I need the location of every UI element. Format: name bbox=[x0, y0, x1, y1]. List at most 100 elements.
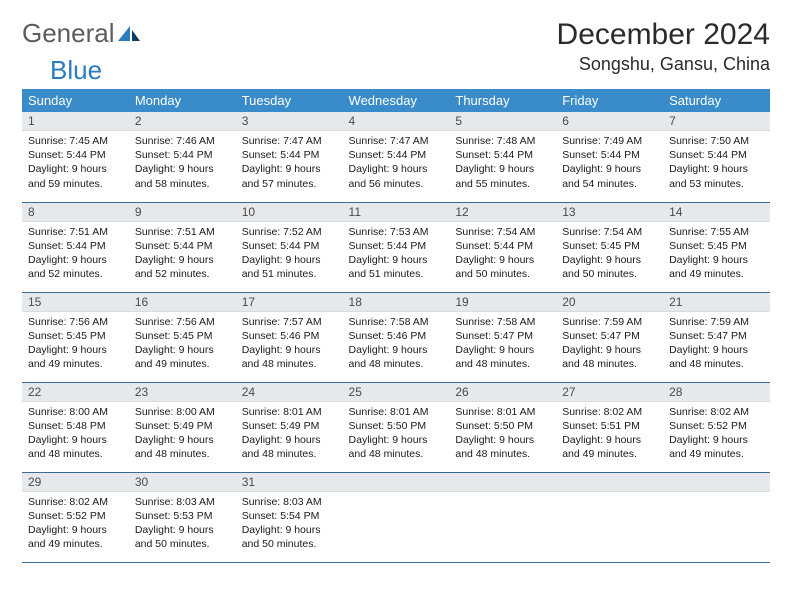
sunset-line: Sunset: 5:44 PM bbox=[562, 148, 657, 162]
logo-sail-icon bbox=[117, 24, 143, 44]
sunset-line: Sunset: 5:44 PM bbox=[135, 148, 230, 162]
daylight-line: Daylight: 9 hours and 57 minutes. bbox=[242, 162, 337, 190]
day-content: Sunrise: 8:02 AMSunset: 5:52 PMDaylight:… bbox=[22, 492, 129, 558]
day-content: Sunrise: 8:01 AMSunset: 5:50 PMDaylight:… bbox=[449, 402, 556, 468]
calendar-day: 24Sunrise: 8:01 AMSunset: 5:49 PMDayligh… bbox=[236, 382, 343, 472]
sunset-line: Sunset: 5:54 PM bbox=[242, 509, 337, 523]
daylight-line: Daylight: 9 hours and 49 minutes. bbox=[28, 523, 123, 551]
daylight-line: Daylight: 9 hours and 59 minutes. bbox=[28, 162, 123, 190]
sunrise-line: Sunrise: 7:58 AM bbox=[349, 315, 444, 329]
day-number: 1 bbox=[22, 112, 129, 131]
day-number: 17 bbox=[236, 293, 343, 312]
sunset-line: Sunset: 5:45 PM bbox=[562, 239, 657, 253]
day-content: Sunrise: 7:55 AMSunset: 5:45 PMDaylight:… bbox=[663, 222, 770, 288]
calendar-day: 10Sunrise: 7:52 AMSunset: 5:44 PMDayligh… bbox=[236, 202, 343, 292]
calendar-day: 15Sunrise: 7:56 AMSunset: 5:45 PMDayligh… bbox=[22, 292, 129, 382]
day-number: 8 bbox=[22, 203, 129, 222]
calendar-day: 2Sunrise: 7:46 AMSunset: 5:44 PMDaylight… bbox=[129, 112, 236, 202]
calendar-day: 20Sunrise: 7:59 AMSunset: 5:47 PMDayligh… bbox=[556, 292, 663, 382]
sunrise-line: Sunrise: 7:51 AM bbox=[28, 225, 123, 239]
sunset-line: Sunset: 5:53 PM bbox=[135, 509, 230, 523]
daylight-line: Daylight: 9 hours and 49 minutes. bbox=[28, 343, 123, 371]
calendar-day: 3Sunrise: 7:47 AMSunset: 5:44 PMDaylight… bbox=[236, 112, 343, 202]
day-content: Sunrise: 8:00 AMSunset: 5:49 PMDaylight:… bbox=[129, 402, 236, 468]
weekday-header: Thursday bbox=[449, 89, 556, 112]
daylight-line: Daylight: 9 hours and 55 minutes. bbox=[455, 162, 550, 190]
daylight-line: Daylight: 9 hours and 48 minutes. bbox=[455, 343, 550, 371]
calendar-day: 7Sunrise: 7:50 AMSunset: 5:44 PMDaylight… bbox=[663, 112, 770, 202]
calendar-day: 27Sunrise: 8:02 AMSunset: 5:51 PMDayligh… bbox=[556, 382, 663, 472]
sunrise-line: Sunrise: 8:00 AM bbox=[135, 405, 230, 419]
sunrise-line: Sunrise: 8:02 AM bbox=[669, 405, 764, 419]
day-number: 11 bbox=[343, 203, 450, 222]
day-content: Sunrise: 7:56 AMSunset: 5:45 PMDaylight:… bbox=[22, 312, 129, 378]
calendar-day: 4Sunrise: 7:47 AMSunset: 5:44 PMDaylight… bbox=[343, 112, 450, 202]
day-number: 19 bbox=[449, 293, 556, 312]
weekday-header: Sunday bbox=[22, 89, 129, 112]
sunset-line: Sunset: 5:47 PM bbox=[562, 329, 657, 343]
calendar-day: 19Sunrise: 7:58 AMSunset: 5:47 PMDayligh… bbox=[449, 292, 556, 382]
day-number: 4 bbox=[343, 112, 450, 131]
day-content: Sunrise: 7:49 AMSunset: 5:44 PMDaylight:… bbox=[556, 131, 663, 197]
day-content: Sunrise: 7:53 AMSunset: 5:44 PMDaylight:… bbox=[343, 222, 450, 288]
calendar-day-empty bbox=[663, 472, 770, 562]
calendar-day: 25Sunrise: 8:01 AMSunset: 5:50 PMDayligh… bbox=[343, 382, 450, 472]
sunrise-line: Sunrise: 8:03 AM bbox=[135, 495, 230, 509]
day-number: 29 bbox=[22, 473, 129, 492]
calendar-day: 29Sunrise: 8:02 AMSunset: 5:52 PMDayligh… bbox=[22, 472, 129, 562]
daylight-line: Daylight: 9 hours and 48 minutes. bbox=[242, 343, 337, 371]
day-content: Sunrise: 7:51 AMSunset: 5:44 PMDaylight:… bbox=[129, 222, 236, 288]
daylight-line: Daylight: 9 hours and 49 minutes. bbox=[562, 433, 657, 461]
calendar-body: 1Sunrise: 7:45 AMSunset: 5:44 PMDaylight… bbox=[22, 112, 770, 562]
calendar-day: 5Sunrise: 7:48 AMSunset: 5:44 PMDaylight… bbox=[449, 112, 556, 202]
daylight-line: Daylight: 9 hours and 48 minutes. bbox=[135, 433, 230, 461]
daylight-line: Daylight: 9 hours and 48 minutes. bbox=[242, 433, 337, 461]
day-number: 6 bbox=[556, 112, 663, 131]
daylight-line: Daylight: 9 hours and 52 minutes. bbox=[135, 253, 230, 281]
day-number: 26 bbox=[449, 383, 556, 402]
calendar-day-empty bbox=[449, 472, 556, 562]
calendar-day: 22Sunrise: 8:00 AMSunset: 5:48 PMDayligh… bbox=[22, 382, 129, 472]
calendar-day: 6Sunrise: 7:49 AMSunset: 5:44 PMDaylight… bbox=[556, 112, 663, 202]
sunset-line: Sunset: 5:47 PM bbox=[669, 329, 764, 343]
sunrise-line: Sunrise: 7:57 AM bbox=[242, 315, 337, 329]
daylight-line: Daylight: 9 hours and 49 minutes. bbox=[669, 433, 764, 461]
calendar-day: 31Sunrise: 8:03 AMSunset: 5:54 PMDayligh… bbox=[236, 472, 343, 562]
sunset-line: Sunset: 5:45 PM bbox=[135, 329, 230, 343]
sunset-line: Sunset: 5:44 PM bbox=[349, 148, 444, 162]
day-number: 21 bbox=[663, 293, 770, 312]
sunrise-line: Sunrise: 8:02 AM bbox=[562, 405, 657, 419]
sunrise-line: Sunrise: 8:01 AM bbox=[455, 405, 550, 419]
sunrise-line: Sunrise: 7:55 AM bbox=[669, 225, 764, 239]
sunset-line: Sunset: 5:44 PM bbox=[242, 239, 337, 253]
daylight-line: Daylight: 9 hours and 50 minutes. bbox=[135, 523, 230, 551]
brand-logo: General bbox=[22, 18, 143, 49]
day-content: Sunrise: 8:01 AMSunset: 5:50 PMDaylight:… bbox=[343, 402, 450, 468]
day-content: Sunrise: 7:57 AMSunset: 5:46 PMDaylight:… bbox=[236, 312, 343, 378]
day-number: 14 bbox=[663, 203, 770, 222]
sunrise-line: Sunrise: 7:45 AM bbox=[28, 134, 123, 148]
sunset-line: Sunset: 5:50 PM bbox=[349, 419, 444, 433]
day-content: Sunrise: 7:52 AMSunset: 5:44 PMDaylight:… bbox=[236, 222, 343, 288]
calendar-day: 16Sunrise: 7:56 AMSunset: 5:45 PMDayligh… bbox=[129, 292, 236, 382]
day-number: 7 bbox=[663, 112, 770, 131]
daylight-line: Daylight: 9 hours and 48 minutes. bbox=[349, 343, 444, 371]
calendar-day-empty bbox=[343, 472, 450, 562]
sunset-line: Sunset: 5:46 PM bbox=[349, 329, 444, 343]
day-number: 24 bbox=[236, 383, 343, 402]
sunset-line: Sunset: 5:44 PM bbox=[242, 148, 337, 162]
sunset-line: Sunset: 5:52 PM bbox=[669, 419, 764, 433]
day-number: 5 bbox=[449, 112, 556, 131]
sunrise-line: Sunrise: 7:46 AM bbox=[135, 134, 230, 148]
daylight-line: Daylight: 9 hours and 53 minutes. bbox=[669, 162, 764, 190]
day-number: 3 bbox=[236, 112, 343, 131]
day-number: 30 bbox=[129, 473, 236, 492]
calendar-day: 18Sunrise: 7:58 AMSunset: 5:46 PMDayligh… bbox=[343, 292, 450, 382]
sunset-line: Sunset: 5:49 PM bbox=[242, 419, 337, 433]
day-content: Sunrise: 8:01 AMSunset: 5:49 PMDaylight:… bbox=[236, 402, 343, 468]
day-number: 31 bbox=[236, 473, 343, 492]
calendar-day: 11Sunrise: 7:53 AMSunset: 5:44 PMDayligh… bbox=[343, 202, 450, 292]
calendar-day: 13Sunrise: 7:54 AMSunset: 5:45 PMDayligh… bbox=[556, 202, 663, 292]
sunset-line: Sunset: 5:46 PM bbox=[242, 329, 337, 343]
sunrise-line: Sunrise: 7:54 AM bbox=[562, 225, 657, 239]
